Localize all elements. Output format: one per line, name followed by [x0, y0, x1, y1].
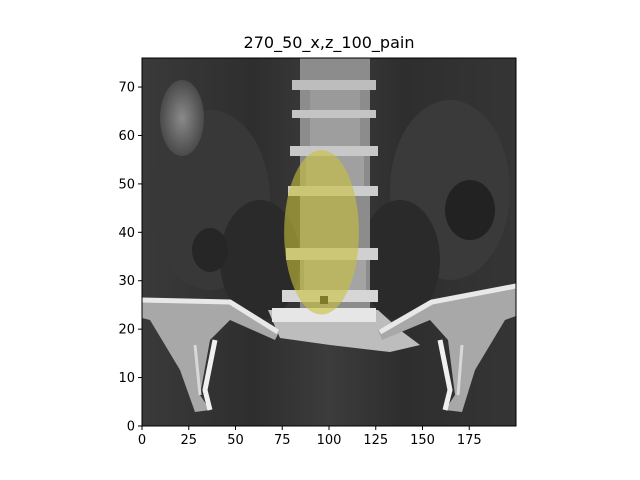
- x-tick-label: 150: [410, 433, 435, 448]
- x-tick-label: 0: [138, 433, 146, 448]
- y-tick-label: 60: [118, 129, 135, 144]
- y-tick-label: 20: [118, 323, 135, 338]
- x-tick-label: 75: [274, 433, 291, 448]
- plot-title: 270_50_x,z_100_pain: [243, 33, 415, 52]
- x-tick-label: 125: [363, 433, 388, 448]
- y-tick-label: 50: [118, 177, 135, 192]
- x-axis: 0 25 50 75 100 125 150 175: [138, 426, 482, 448]
- y-tick-label: 0: [127, 420, 135, 435]
- y-tick-label: 30: [118, 274, 135, 289]
- pain-overlay-region: [284, 150, 359, 315]
- pelvis: [142, 283, 516, 412]
- x-tick-label: 50: [227, 433, 244, 448]
- x-tick-label: 175: [457, 433, 482, 448]
- y-tick-label: 70: [118, 81, 135, 96]
- y-tick-label: 10: [118, 371, 135, 386]
- kidney-shape: [160, 80, 204, 156]
- x-tick-label: 100: [317, 433, 342, 448]
- y-tick-label: 40: [118, 226, 135, 241]
- y-axis: 0 10 20 30 40 50 60 70: [118, 81, 142, 435]
- x-tick-label: 25: [180, 433, 197, 448]
